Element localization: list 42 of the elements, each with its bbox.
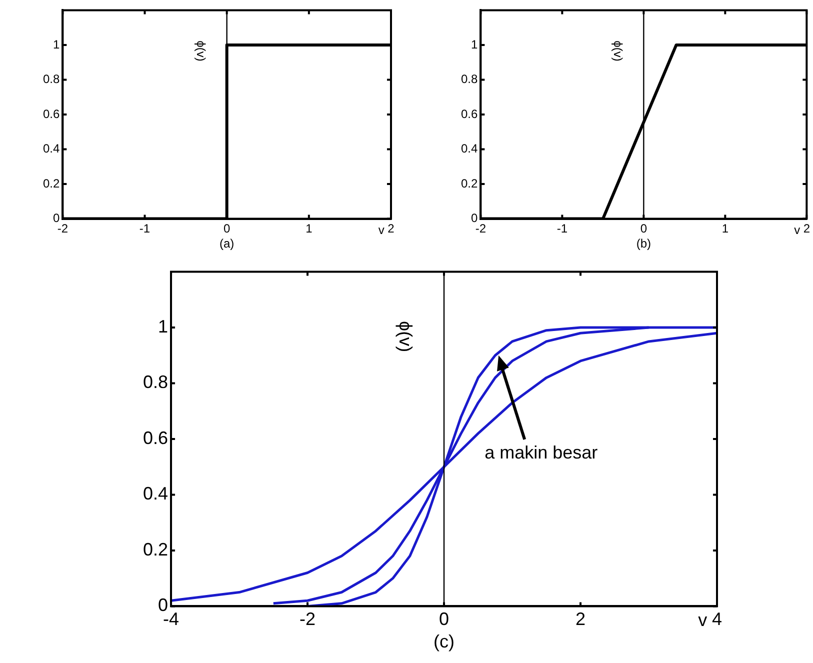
x-tick-label: -1 [556,221,568,236]
y-tick-label: 0 [158,595,168,616]
x-tick-label: -2 [475,221,486,236]
x-tick-label: 0 [439,608,450,629]
x-tick-label: 2 [803,221,810,236]
x-tick-label: -2 [57,221,68,236]
y-tick-label: 0 [470,211,478,226]
y-tick-label: 0.8 [42,72,60,86]
x-axis-title: v [794,223,800,238]
x-tick-label: 1 [306,221,313,236]
y-axis-title: ϕ(v) [610,40,625,62]
y-tick-label: 0.6 [460,106,478,121]
text: (a) [220,236,234,251]
x-axis-title: v [378,223,384,238]
annotation: a makin besar [484,442,598,462]
y-tick-label: 1 [52,37,60,52]
y-tick-label: 0.6 [142,428,168,448]
y-axis-title: ϕ(v) [395,320,416,352]
x-tick-label: 1 [722,221,729,236]
y-tick-label: 1 [158,316,168,336]
x-axis-title: v [698,610,708,630]
x-tick-label: 2 [388,221,395,236]
y-tick-label: 0.8 [460,72,478,86]
x-tick-label: 4 [712,608,722,629]
text: (b) [636,236,652,251]
y-tick-label: 0.4 [42,142,60,156]
y-tick-label: 0.8 [142,372,168,392]
x-tick-label: 0 [223,221,230,236]
y-tick-label: 0.2 [460,176,478,190]
y-tick-label: 0.2 [42,176,60,190]
x-tick-label: 2 [576,608,586,629]
y-tick-label: 0.2 [142,539,168,560]
x-tick-label: 0 [640,221,648,236]
y-axis-title: ϕ(v) [194,40,208,62]
y-tick-label: 0.6 [42,106,60,121]
y-tick-label: 0 [52,211,60,226]
y-tick-label: 0.4 [142,484,168,504]
text: (c) [434,632,455,652]
x-tick-label: -2 [300,608,316,629]
y-tick-label: 1 [470,37,478,52]
x-tick-label: -1 [139,221,150,236]
y-tick-label: 0.4 [460,142,478,156]
